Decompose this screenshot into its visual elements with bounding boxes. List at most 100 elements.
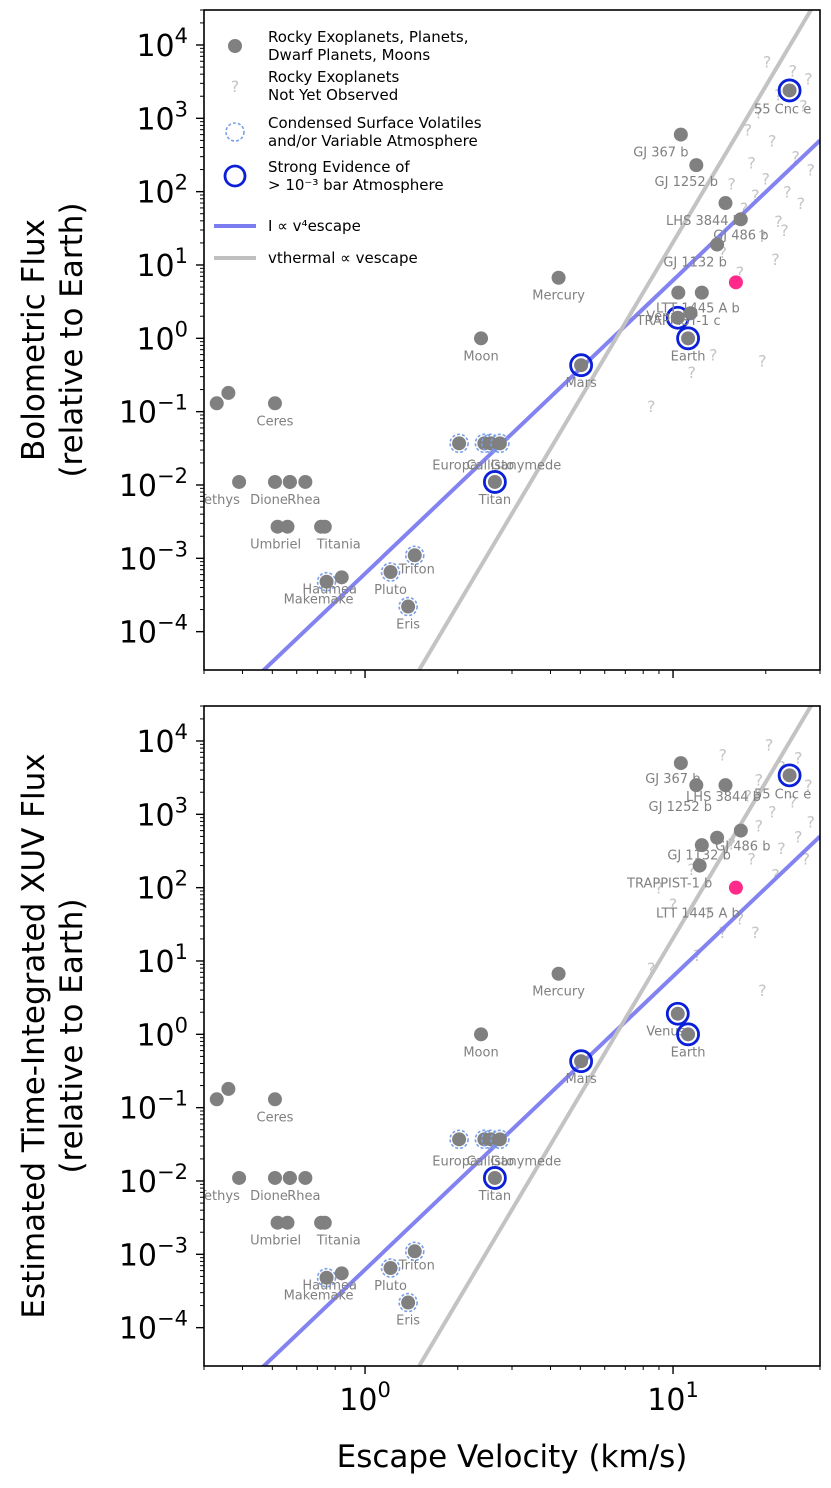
atmosphere-ring xyxy=(777,763,802,788)
point-label: LHS 3844 b xyxy=(686,790,761,805)
data-point xyxy=(733,823,748,838)
unobserved-question-mark: ? xyxy=(789,61,798,80)
unobserved-question-mark: ? xyxy=(794,827,803,846)
data-point xyxy=(209,1092,224,1107)
data-point xyxy=(267,396,282,411)
data-point xyxy=(710,830,725,845)
unobserved-question-mark: ? xyxy=(794,748,803,767)
data-point xyxy=(673,127,688,142)
unobserved-question-mark: ? xyxy=(655,879,664,898)
unobserved-question-mark: ? xyxy=(758,981,767,1000)
data-point xyxy=(270,1215,285,1230)
unobserved-question-mark: ? xyxy=(709,346,718,365)
data-point xyxy=(710,237,725,252)
point-label: Tethys xyxy=(197,493,240,508)
data-point xyxy=(692,858,707,873)
data-point xyxy=(733,212,748,227)
legend-label: and/or Variable Atmosphere xyxy=(268,132,478,150)
unobserved-question-mark: ? xyxy=(807,812,816,831)
unobserved-question-mark: ? xyxy=(751,923,760,942)
unobserved-question-mark: ? xyxy=(804,69,813,88)
unobserved-question-mark: ? xyxy=(647,397,656,416)
point-label: Venus xyxy=(646,310,685,325)
data-point xyxy=(232,474,247,489)
data-point xyxy=(267,1092,282,1107)
unobserved-question-mark: ? xyxy=(791,148,800,167)
point-label: Ceres xyxy=(257,414,294,429)
point-label: Titan xyxy=(478,1189,511,1204)
legend-question-mark: ? xyxy=(231,77,240,96)
unobserved-question-mark: ? xyxy=(797,194,806,213)
atmosphere-ring xyxy=(483,470,507,494)
data-point xyxy=(319,1270,334,1285)
x-axis-title: Escape Velocity (km/s) xyxy=(337,1439,688,1475)
legend: Rocky Exoplanets, Planets,Dwarf Planets,… xyxy=(214,28,482,267)
unobserved-question-mark: ? xyxy=(765,735,774,754)
y-axis-title: (relative to Earth) xyxy=(54,898,90,1173)
legend-label: Condensed Surface Volatiles xyxy=(268,114,482,132)
volatile-ring xyxy=(404,545,425,566)
point-label: Umbriel xyxy=(250,538,301,553)
unobserved-question-mark: ? xyxy=(727,835,736,854)
y-tick-label: 10−1 xyxy=(119,391,188,431)
y-tick-label: 103 xyxy=(136,793,188,833)
unobserved-question-mark: ? xyxy=(768,802,777,821)
data-point xyxy=(683,306,698,321)
data-point xyxy=(221,385,236,400)
y-tick-label: 10−3 xyxy=(119,537,188,577)
data-point xyxy=(282,474,297,489)
atmosphere-ring xyxy=(569,1049,594,1074)
data-point xyxy=(298,474,313,489)
data-point xyxy=(574,1054,589,1069)
y-tick-label: 101 xyxy=(136,940,188,980)
y-tick-label: 10−3 xyxy=(119,1233,188,1273)
unobserved-question-mark: ? xyxy=(687,860,696,879)
unobserved-question-mark: ? xyxy=(799,96,808,115)
unobserved-question-mark: ? xyxy=(755,817,764,836)
unobserved-question-mark: ? xyxy=(755,770,764,789)
point-label: Triton xyxy=(398,562,435,577)
point-label: Titan xyxy=(478,493,511,508)
point-label: GJ 1252 b xyxy=(649,800,713,815)
data-point xyxy=(267,1170,282,1185)
data-point xyxy=(574,358,589,373)
unobserved-question-mark: ? xyxy=(807,161,816,180)
volatile-ring xyxy=(490,1129,510,1150)
data-point xyxy=(452,436,467,451)
data-point xyxy=(298,1170,313,1185)
volatile-ring xyxy=(316,571,337,592)
point-label: Haumea xyxy=(302,582,357,597)
y-tick-label: 102 xyxy=(136,867,188,907)
point-label: GJ 486 b xyxy=(715,840,770,855)
point-label: Moon xyxy=(463,349,498,364)
data-point xyxy=(319,574,334,589)
point-label: Europa xyxy=(432,458,478,473)
y-axis-title: Estimated Time-Integrated XUV Flux xyxy=(16,753,52,1318)
volatile-ring xyxy=(380,562,401,582)
data-point xyxy=(221,1081,236,1096)
data-point xyxy=(267,474,282,489)
unobserved-question-mark: ? xyxy=(758,227,767,246)
point-label: 55 Cnc e xyxy=(754,102,811,117)
intensity-scaling-line xyxy=(260,138,820,670)
point-label: TRAPPIST-1 b xyxy=(626,877,712,892)
point-label: Dione xyxy=(250,1189,288,1204)
panel-bolometric-flux: ??????????????????? ???????? Ceres Tethys Di… xyxy=(16,9,821,678)
unobserved-question-mark: ? xyxy=(704,904,713,923)
data-point xyxy=(314,1215,329,1230)
point-label: Europa xyxy=(432,1154,478,1169)
atmosphere-ring xyxy=(483,1166,507,1190)
point-label: Moon xyxy=(463,1045,498,1060)
axes-frame xyxy=(203,9,821,671)
x-tick-label: 100 xyxy=(339,1378,391,1418)
unobserved-question-mark: ? xyxy=(771,250,780,269)
data-point xyxy=(681,1027,696,1042)
point-label: Mercury xyxy=(532,289,585,304)
unobserved-question-mark: ? xyxy=(736,909,745,928)
data-point xyxy=(474,1027,489,1042)
intensity-scaling-line xyxy=(260,834,820,1366)
atmosphere-ring xyxy=(676,1022,700,1047)
atmosphere-ring xyxy=(665,1001,690,1026)
atmosphere-ring xyxy=(676,326,700,351)
data-point xyxy=(334,570,349,585)
